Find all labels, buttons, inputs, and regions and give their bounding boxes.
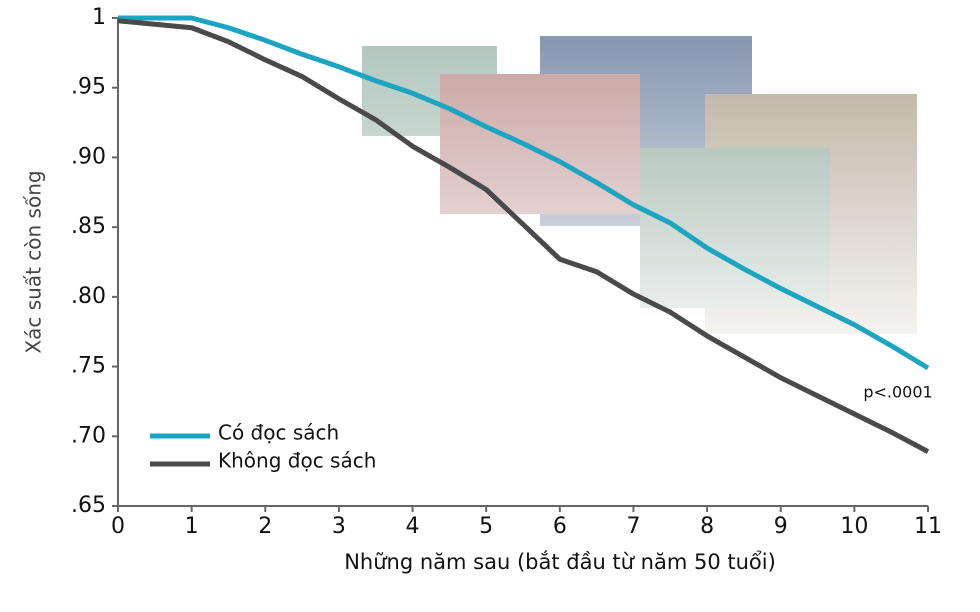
y-tick-label: .70	[71, 423, 106, 448]
y-tick-label: .90	[71, 144, 106, 169]
x-tick-label: 4	[406, 514, 420, 539]
x-tick-label: 11	[914, 514, 942, 539]
series-line	[118, 15, 930, 371]
x-tick-label: 6	[553, 514, 567, 539]
annotation: p<.0001	[863, 383, 932, 402]
y-tick-label: .65	[71, 493, 106, 518]
x-axis-label: Những năm sau (bắt đầu từ năm 50 tuổi)	[344, 550, 776, 574]
x-tick-label: 5	[479, 514, 493, 539]
legend-label: Có đọc sách	[218, 421, 339, 445]
y-tick-label: .95	[71, 75, 106, 100]
x-tick-label: 2	[258, 514, 272, 539]
y-tick-label: .80	[71, 284, 106, 309]
x-tick-label: 9	[774, 514, 788, 539]
y-tick-label: .85	[71, 214, 106, 239]
x-tick-label: 7	[626, 514, 640, 539]
x-tick-label: 10	[840, 514, 868, 539]
x-tick-label: 0	[111, 514, 125, 539]
x-tick-label: 3	[332, 514, 346, 539]
y-tick-label: 1	[92, 5, 106, 30]
x-tick-label: 8	[700, 514, 714, 539]
books-illustration	[355, 36, 955, 380]
x-tick-label: 1	[185, 514, 199, 539]
series-line	[117, 18, 930, 454]
legend-label: Không đọc sách	[218, 449, 376, 473]
y-tick-label: .75	[71, 354, 106, 379]
y-axis-label: Xác suất còn sống	[22, 170, 46, 353]
